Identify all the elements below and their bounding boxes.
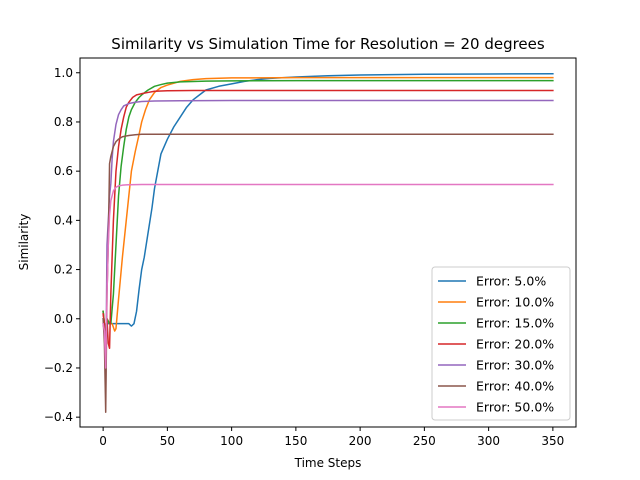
legend: Error: 5.0% Error: 10.0% Error: 15.0% Error… [431, 266, 571, 421]
x-tick-label: 300 [477, 434, 500, 448]
series-line-2 [102, 76, 554, 345]
series-line-7 [102, 183, 554, 369]
legend-label: Error: 10.0% [476, 295, 554, 310]
y-tick-label: 0.4 [54, 213, 73, 227]
x-tick-label: 250 [413, 434, 436, 448]
x-tick-label: 350 [541, 434, 564, 448]
y-axis-label: Similarity [17, 214, 31, 271]
y-tick-label: 0.2 [54, 263, 73, 277]
y-tick-label: 1.0 [54, 66, 73, 80]
legend-items: Error: 5.0% Error: 10.0% Error: 15.0% Error… [438, 274, 554, 415]
series-line-5 [102, 99, 554, 394]
x-axis-label: Time Steps [294, 456, 362, 470]
series-layer [102, 72, 554, 413]
legend-label: Error: 20.0% [476, 337, 554, 352]
legend-label: Error: 5.0% [476, 274, 546, 289]
x-tick-label: 200 [349, 434, 372, 448]
y-tick-label: 0.0 [54, 312, 73, 326]
x-tick-label: 0 [99, 434, 107, 448]
x-tick-label: 50 [160, 434, 175, 448]
x-tick-label: 100 [220, 434, 243, 448]
x-axis-ticks: 0 50 100 150 200 250 300 350 [99, 427, 564, 448]
legend-label: Error: 50.0% [476, 400, 554, 415]
x-tick-label: 150 [284, 434, 307, 448]
series-line-4 [102, 89, 554, 357]
legend-label: Error: 15.0% [476, 316, 554, 331]
axes-frame [79, 57, 577, 428]
y-tick-label: 0.8 [54, 115, 73, 129]
plot-area [79, 57, 577, 428]
chart-title: Similarity vs Simulation Time for Resolu… [111, 35, 545, 53]
y-tick-label: 0.6 [54, 164, 73, 178]
y-axis-ticks: −0.4 −0.2 0.0 0.2 0.4 0.6 0.8 1.0 [44, 66, 80, 424]
y-tick-label: −0.2 [44, 361, 73, 375]
y-tick-label: −0.4 [44, 410, 73, 424]
legend-label: Error: 30.0% [476, 358, 554, 373]
legend-label: Error: 40.0% [476, 379, 554, 394]
legend-frame [431, 266, 571, 421]
